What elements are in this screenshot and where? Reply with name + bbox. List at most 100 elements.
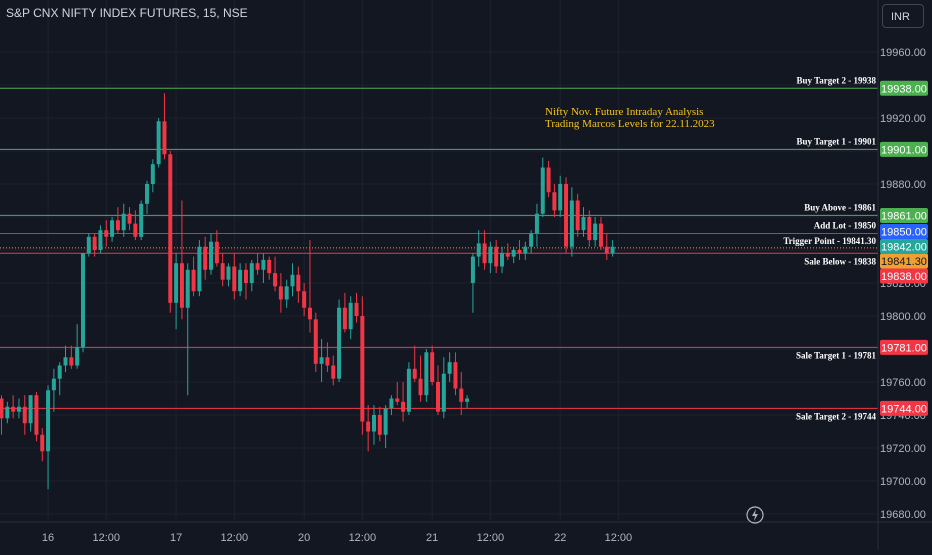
candle-body bbox=[534, 213, 539, 234]
price-tag bbox=[880, 339, 928, 355]
candle-body bbox=[307, 307, 312, 320]
candle-body bbox=[278, 286, 283, 300]
candle-body bbox=[11, 406, 16, 412]
candle-body bbox=[243, 269, 248, 283]
candle-body bbox=[424, 352, 429, 396]
candle-body bbox=[389, 398, 394, 409]
y-tick-label: 19760.00 bbox=[880, 377, 926, 389]
candle-body bbox=[575, 200, 580, 231]
x-tick-label: 16 bbox=[42, 532, 54, 544]
candle-body bbox=[488, 246, 493, 264]
candle-body bbox=[34, 395, 39, 435]
candle-body bbox=[16, 406, 21, 412]
candle-body bbox=[465, 398, 470, 402]
price-tag-label: 19744.00 bbox=[881, 403, 927, 415]
level-lines bbox=[0, 87, 878, 409]
candle-body bbox=[185, 269, 190, 308]
x-tick-label: 12:00 bbox=[92, 532, 120, 544]
y-tick-label: 19720.00 bbox=[880, 443, 926, 455]
price-tag bbox=[880, 80, 928, 96]
candle-body bbox=[476, 243, 481, 257]
candle-body bbox=[401, 401, 406, 412]
x-tick-label: 22 bbox=[554, 532, 566, 544]
candle-body bbox=[540, 167, 545, 214]
candle-body bbox=[406, 368, 411, 412]
price-tags: 19938.00 19901.00 19861.00 19850.00 19841.30… bbox=[880, 80, 928, 416]
candle-body bbox=[470, 256, 475, 283]
candle-body bbox=[139, 203, 144, 237]
level-label: Buy Above - 19861 bbox=[804, 202, 876, 212]
candle-body bbox=[604, 246, 609, 254]
level-label: Buy Target 2 - 19938 bbox=[796, 75, 876, 85]
level-label: Trigger Point - 19841.30 bbox=[783, 236, 876, 246]
x-tick-label: 12:00 bbox=[349, 532, 377, 544]
candle-body bbox=[226, 266, 231, 280]
candle-body bbox=[366, 421, 371, 432]
candle-body bbox=[523, 246, 528, 254]
price-tag bbox=[880, 208, 928, 223]
y-tick-label: 19680.00 bbox=[880, 509, 926, 521]
x-tick-label: 21 bbox=[426, 532, 438, 544]
candle-body bbox=[482, 243, 487, 264]
candle-body bbox=[558, 184, 563, 211]
candle-body bbox=[86, 236, 91, 254]
candle-body bbox=[296, 274, 301, 292]
currency-button[interactable]: INR bbox=[882, 4, 924, 28]
candle-body bbox=[203, 246, 208, 270]
candles bbox=[0, 93, 615, 490]
price-tag bbox=[880, 239, 928, 254]
candle-body bbox=[220, 263, 225, 280]
candle-body bbox=[529, 233, 534, 247]
candle-body bbox=[337, 307, 342, 379]
candle-body bbox=[168, 154, 173, 303]
x-tick-label: 12:00 bbox=[605, 532, 633, 544]
candle-body bbox=[145, 184, 149, 204]
candle-body bbox=[319, 357, 324, 364]
candle-body bbox=[360, 316, 365, 422]
candle-body bbox=[197, 246, 202, 292]
candle-body bbox=[552, 192, 557, 211]
candle-body bbox=[371, 415, 376, 432]
candle-body bbox=[179, 263, 184, 308]
x-tick-label: 12:00 bbox=[477, 532, 505, 544]
candle-body bbox=[569, 200, 574, 247]
level-label: Sale Target 1 - 19781 bbox=[796, 350, 876, 360]
candle-body bbox=[598, 223, 603, 247]
price-tag-label: 19841.30 bbox=[881, 256, 927, 268]
candle-body bbox=[354, 302, 359, 316]
price-tag-label: 19861.00 bbox=[881, 211, 927, 223]
candle-body bbox=[121, 213, 126, 231]
candle-body bbox=[249, 263, 254, 283]
candle-body bbox=[511, 250, 516, 257]
candle-body bbox=[395, 398, 400, 402]
candle-body bbox=[284, 286, 289, 300]
candle-body bbox=[162, 121, 167, 155]
annotation-line-1: Nifty Nov. Future Intraday Analysis bbox=[545, 106, 704, 118]
candle-body bbox=[57, 365, 62, 379]
x-tick-label: 17 bbox=[170, 532, 182, 544]
candle-body bbox=[0, 398, 4, 419]
candle-body bbox=[127, 213, 132, 224]
candle-body bbox=[92, 236, 97, 250]
candle-body bbox=[436, 382, 440, 412]
candle-body bbox=[517, 250, 522, 254]
candle-body bbox=[447, 362, 452, 374]
candle-body bbox=[587, 217, 592, 241]
candle-body bbox=[302, 291, 307, 308]
candle-body bbox=[593, 223, 598, 241]
candle-body bbox=[174, 263, 179, 303]
candle-body bbox=[505, 253, 510, 257]
price-tag bbox=[880, 141, 928, 157]
candle-body bbox=[441, 373, 446, 412]
symbol-title: S&P CNX NIFTY INDEX FUTURES, 15, NSE bbox=[6, 6, 248, 20]
candle-body bbox=[255, 263, 260, 270]
candle-body bbox=[610, 246, 615, 254]
candle-body bbox=[133, 223, 138, 237]
candle-body bbox=[261, 259, 266, 270]
candle-body bbox=[494, 246, 499, 267]
price-tag-label: 19781.00 bbox=[881, 342, 927, 354]
lightning-refresh-icon[interactable] bbox=[745, 505, 765, 525]
candle-body bbox=[40, 434, 45, 452]
